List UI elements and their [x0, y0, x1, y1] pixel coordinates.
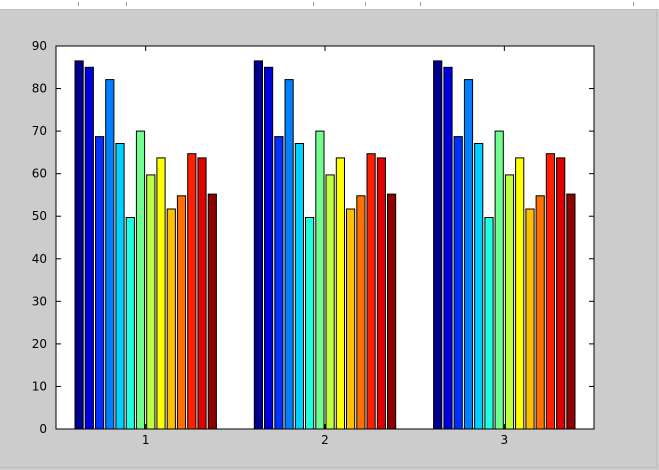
bar: [166, 208, 176, 430]
bar: [197, 157, 207, 430]
plot-area: [56, 46, 594, 429]
bar: [504, 174, 515, 430]
y-tick-label: 30: [32, 294, 47, 308]
bar: [346, 208, 356, 430]
bar: [156, 157, 166, 430]
bar: [95, 136, 105, 430]
y-tick-label: 40: [32, 252, 47, 266]
bar: [356, 195, 366, 430]
bar: [207, 193, 217, 430]
window-bottom-edge: [0, 467, 657, 468]
y-tick-label: 90: [32, 39, 47, 53]
bar: [325, 174, 335, 430]
bar: [84, 66, 94, 430]
y-tick-label: 0: [39, 422, 47, 436]
bar: [566, 193, 576, 430]
bar: [463, 79, 474, 430]
top-strip-mark: [365, 2, 366, 6]
y-tick-label: 60: [32, 167, 47, 181]
x-tick-label: 1: [142, 433, 150, 447]
bar: [176, 195, 187, 430]
y-tick-label: 70: [32, 124, 47, 138]
x-axis: 1 2 3: [142, 46, 508, 447]
bar: [305, 217, 315, 430]
bar: [187, 153, 197, 430]
window-right-edge: [656, 10, 657, 466]
bar: [535, 195, 545, 430]
bar: [315, 130, 325, 430]
top-strip-mark: [126, 2, 127, 6]
window-top-strip: [0, 0, 659, 10]
x-tick-label: 2: [321, 433, 329, 447]
top-strip-mark: [313, 2, 314, 6]
bar: [335, 157, 345, 430]
bar: [433, 60, 443, 430]
bar: [146, 174, 156, 430]
bar: [387, 193, 397, 430]
top-strip-mark: [78, 2, 79, 6]
bar: [443, 66, 453, 430]
bar: [525, 208, 535, 430]
top-strip-mark: [420, 2, 421, 6]
bar: [105, 79, 115, 430]
bar: [376, 157, 386, 430]
bar: [253, 60, 264, 430]
bar: [264, 66, 274, 430]
bar: [74, 60, 84, 430]
bar: [494, 130, 504, 430]
bar: [515, 157, 525, 430]
y-tick-label: 10: [32, 379, 47, 393]
bar: [135, 130, 146, 430]
bar: [274, 136, 284, 430]
y-axis: 0 10 20 30 40 50 60 70 80 90: [32, 39, 594, 436]
y-tick-label: 80: [32, 82, 47, 96]
x-tick-label: 3: [501, 433, 509, 447]
top-strip-mark: [633, 2, 634, 6]
bar: [284, 79, 294, 430]
bar: [556, 157, 566, 430]
bar: [294, 143, 304, 430]
bar: [366, 153, 376, 430]
y-tick-label: 20: [32, 337, 47, 351]
bar: [474, 143, 484, 430]
plot-frame: [55, 45, 595, 430]
bar: [115, 143, 125, 430]
bar: [125, 217, 135, 430]
y-tick-label: 50: [32, 209, 47, 223]
bar: [453, 136, 463, 430]
bar: [545, 153, 555, 430]
bar: [484, 217, 494, 430]
